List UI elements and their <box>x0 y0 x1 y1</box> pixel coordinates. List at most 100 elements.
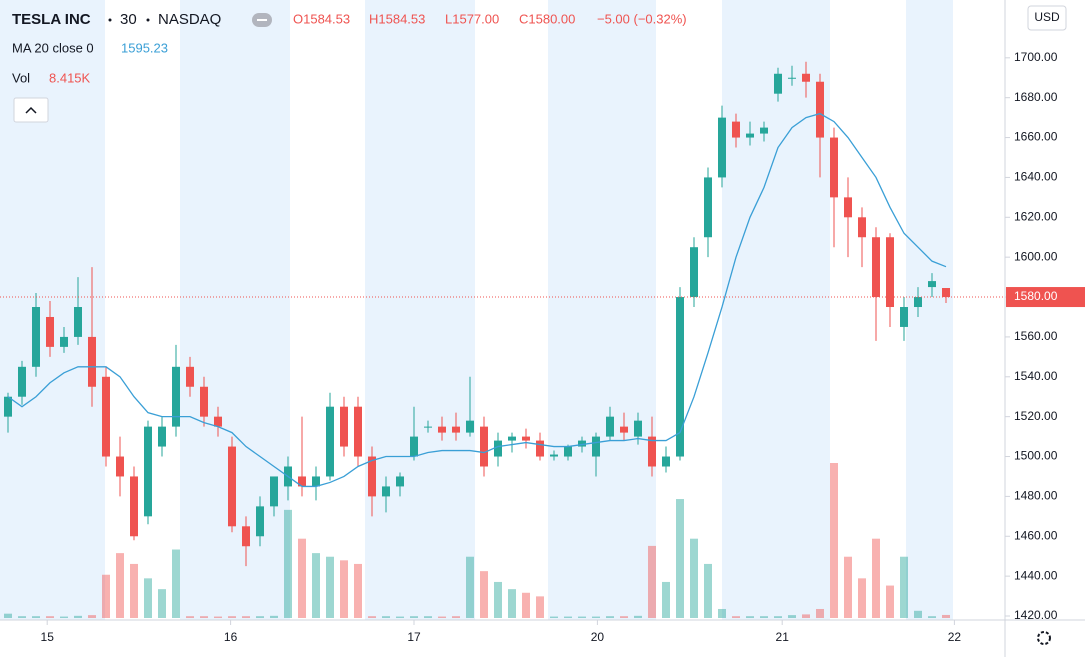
candle-body <box>872 237 880 298</box>
y-tick-label: 1680.00 <box>1014 90 1058 104</box>
candle-body <box>816 81 824 138</box>
candle-body <box>480 426 488 467</box>
volume-bar <box>592 616 600 618</box>
volume-bar <box>872 538 880 618</box>
candle-body <box>438 426 446 433</box>
settings-icon[interactable] <box>1037 631 1051 645</box>
candle-body <box>130 476 138 537</box>
volume-bar <box>60 616 68 618</box>
candle-body <box>564 446 572 457</box>
band <box>548 0 656 620</box>
candle-body <box>592 436 600 457</box>
y-tick-label: 1420.00 <box>1014 608 1058 622</box>
volume-bar <box>284 509 292 618</box>
vol-label: Vol <box>12 70 30 85</box>
volume-bar <box>382 616 390 618</box>
volume-bar <box>158 589 166 618</box>
candle-body <box>354 406 362 457</box>
sep <box>146 18 150 22</box>
candle-body <box>900 307 908 327</box>
candle-body <box>760 127 768 134</box>
price-axis: 1420.00 1440.00 1460.00 1480.00 1500.00 1520.… <box>41 50 1058 644</box>
candle-body <box>634 420 642 437</box>
volume-bar <box>256 616 264 618</box>
candle-body <box>32 307 40 367</box>
candle-body <box>410 436 418 457</box>
candle-body <box>270 476 278 507</box>
candle-body <box>18 366 26 397</box>
last-price-box <box>1006 287 1085 308</box>
x-tick-label: 16 <box>224 630 238 644</box>
volume-layer <box>4 463 950 618</box>
volume-bar <box>844 556 852 618</box>
volume-bar <box>452 616 460 618</box>
volume-bar <box>228 616 236 618</box>
volume-bar <box>746 616 754 618</box>
candle-body <box>326 406 334 477</box>
x-tick-label: 21 <box>776 630 790 644</box>
candle-body <box>858 217 866 238</box>
y-tick-label: 1520.00 <box>1014 409 1058 423</box>
legend-close: C1580.00 <box>519 11 575 26</box>
volume-bar <box>802 614 810 618</box>
candle-body <box>914 297 922 308</box>
volume-bar <box>914 610 922 618</box>
volume-bar <box>200 616 208 618</box>
volume-bar <box>424 616 432 618</box>
volume-bar <box>4 613 12 618</box>
volume-bar <box>788 615 796 618</box>
volume-bar <box>606 616 614 618</box>
interval: 30 <box>120 11 137 28</box>
volume-bar <box>830 463 838 618</box>
y-tick-label: 1660.00 <box>1014 130 1058 144</box>
volume-bar <box>662 581 670 618</box>
candle-body <box>732 121 740 138</box>
volume-bar <box>46 616 54 618</box>
volume-bar <box>438 616 446 618</box>
candle-body <box>802 73 810 82</box>
volume-bar <box>410 616 418 618</box>
currency-box[interactable] <box>1027 5 1067 31</box>
candle-body <box>46 316 54 347</box>
candle-body <box>550 454 558 457</box>
candle-body <box>74 307 82 337</box>
volume-bar <box>214 616 222 618</box>
candle-body <box>242 526 250 547</box>
volume-bar <box>732 616 740 618</box>
legend-change: −5.00 (−0.32%) <box>597 11 687 26</box>
volume-bar <box>676 499 684 618</box>
collapse-button[interactable] <box>13 97 49 123</box>
band <box>0 0 105 620</box>
volume-bar <box>508 589 516 618</box>
candle-body <box>522 436 530 441</box>
candle-body <box>102 376 110 457</box>
volume-bar <box>620 616 628 618</box>
ma-line <box>7 112 947 488</box>
volume-bar <box>816 608 824 618</box>
ma-label: MA 20 close 0 <box>12 40 94 55</box>
candle-body <box>200 386 208 417</box>
candle-body <box>928 281 936 288</box>
exchange: NASDAQ <box>158 11 221 28</box>
candle-body <box>494 440 502 457</box>
candle-body <box>60 336 68 347</box>
legend-high: H1584.53 <box>369 11 425 26</box>
volume-bar <box>760 616 768 618</box>
volume-bar <box>886 585 894 618</box>
candle-body <box>4 396 12 417</box>
y-tick-label: 1600.00 <box>1014 249 1058 263</box>
candle-body <box>172 366 180 427</box>
candle-body <box>746 133 754 138</box>
candle-body <box>578 440 586 447</box>
band <box>906 0 953 620</box>
y-tick-label: 1440.00 <box>1014 568 1058 582</box>
candle-body <box>690 247 698 298</box>
candle-body <box>508 436 516 441</box>
candle-body <box>186 366 194 387</box>
candle-body <box>774 73 782 94</box>
volume-bar <box>312 553 320 618</box>
session-bands <box>0 0 953 620</box>
candle-body <box>452 426 460 433</box>
candle-body <box>158 426 166 447</box>
